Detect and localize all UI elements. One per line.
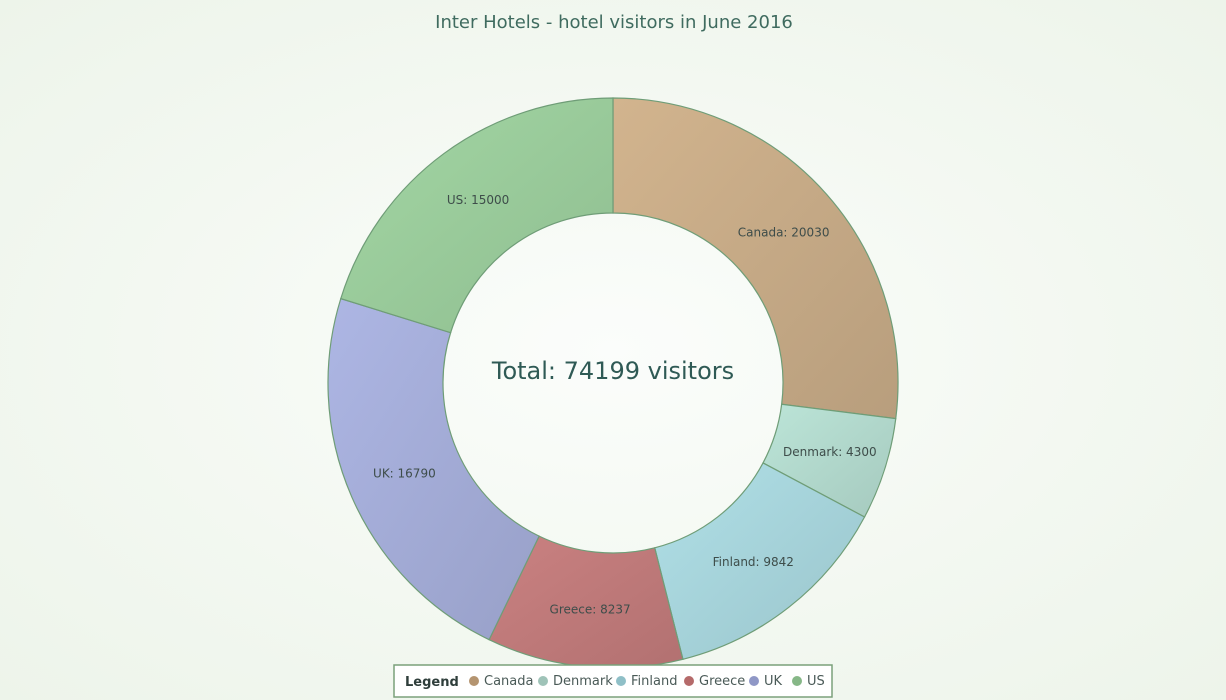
legend-marker-uk <box>749 676 759 686</box>
legend-label-uk: UK <box>764 674 783 689</box>
legend-item-denmark[interactable]: Denmark <box>538 674 613 689</box>
center-total-label: Total: 74199 visitors <box>491 357 734 385</box>
slice-label-finland: Finland: 9842 <box>713 555 794 569</box>
legend-marker-denmark <box>538 676 548 686</box>
slices-group <box>327 97 899 669</box>
legend-marker-us <box>792 676 802 686</box>
legend-item-finland[interactable]: Finland <box>616 674 677 689</box>
slice-label-greece: Greece: 8237 <box>550 602 631 616</box>
slice-us[interactable] <box>340 97 614 334</box>
slice-label-uk: UK: 16790 <box>373 467 436 481</box>
legend-label-denmark: Denmark <box>553 674 613 689</box>
legend-item-uk[interactable]: UK <box>749 674 783 689</box>
legend-label-us: US <box>807 674 825 689</box>
legend-marker-finland <box>616 676 626 686</box>
legend-label-greece: Greece <box>699 674 745 689</box>
legend-marker-canada <box>469 676 479 686</box>
legend-items: Canada Denmark Finland Greece UK US <box>469 674 825 689</box>
legend: Legend Canada Denmark Finland Greece UK US <box>393 664 833 698</box>
legend-marker-greece <box>684 676 694 686</box>
legend-title: Legend <box>405 675 459 690</box>
chart-title: Inter Hotels - hotel visitors in June 20… <box>435 12 793 33</box>
slice-label-denmark: Denmark: 4300 <box>783 445 877 459</box>
slice-label-canada: Canada: 20030 <box>738 226 830 240</box>
legend-item-us[interactable]: US <box>792 674 825 689</box>
slice-uk[interactable] <box>327 297 540 641</box>
legend-item-canada[interactable]: Canada <box>469 674 533 689</box>
slice-label-us: US: 15000 <box>447 193 509 207</box>
legend-label-finland: Finland <box>631 674 677 689</box>
slice-labels-group: Canada: 20030 Denmark: 4300 Finland: 9842 G… <box>373 193 877 616</box>
legend-item-greece[interactable]: Greece <box>684 674 745 689</box>
slice-canada[interactable] <box>612 97 899 420</box>
legend-label-canada: Canada <box>484 674 533 689</box>
